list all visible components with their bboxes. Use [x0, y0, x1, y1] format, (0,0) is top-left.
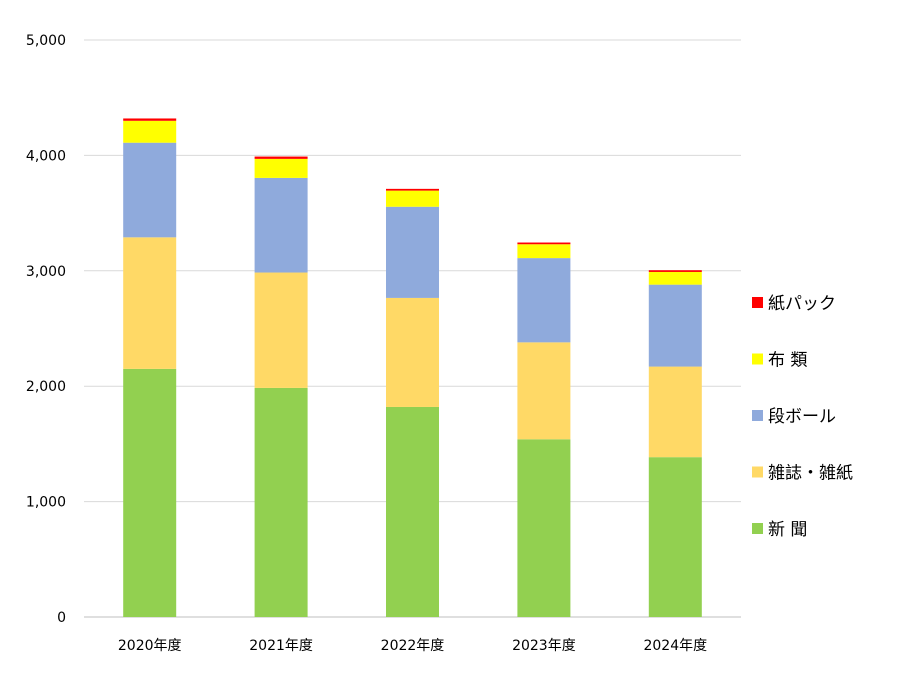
bar-segment-1-2: [254, 177, 308, 273]
bar-segment-4-4: [648, 270, 702, 272]
legend-swatch: [752, 523, 763, 534]
y-tick-label: 0: [57, 610, 66, 626]
bar-segment-3-1: [517, 342, 571, 440]
y-axis-ticks: 0 1,000 2,000 3,000 4,000 5,000: [26, 33, 66, 626]
legend-swatch: [752, 353, 763, 365]
x-axis-labels: 2020年度 2021年度 2022年度 2023年度 2024年度: [118, 638, 707, 654]
bar-segment-2-2: [386, 206, 439, 298]
bar-segment-3-0: [517, 439, 571, 617]
bar-segment-3-2: [517, 258, 571, 343]
bar-segment-4-3: [648, 271, 702, 285]
legend-label: 布 類: [768, 351, 807, 371]
bar-segment-2-4: [386, 188, 439, 191]
bar-segment-4-1: [648, 366, 702, 458]
bar-segment-4-2: [648, 284, 702, 367]
bar-segment-2-1: [386, 297, 439, 407]
bar-segment-0-2: [123, 142, 177, 238]
bar-segment-4-0: [648, 457, 702, 617]
y-tick-label: 3,000: [26, 264, 66, 280]
x-tick-label: 2024年度: [643, 638, 707, 654]
y-tick-label: 1,000: [26, 495, 66, 511]
x-tick-label: 2023年度: [512, 638, 576, 654]
bars: [123, 118, 702, 617]
bar-segment-2-0: [386, 406, 439, 617]
legend-label: 段ボール: [768, 407, 836, 427]
x-tick-label: 2020年度: [118, 638, 182, 654]
y-tick-label: 4,000: [26, 148, 66, 164]
legend-label: 紙パック: [768, 294, 836, 314]
bar-segment-1-0: [254, 387, 308, 617]
bar-segment-0-4: [123, 118, 177, 121]
x-tick-label: 2021年度: [249, 638, 313, 654]
legend-label: 雑誌・雑紙: [768, 464, 853, 484]
legend-swatch: [752, 466, 763, 478]
bar-segment-1-3: [254, 158, 308, 178]
bar-segment-3-4: [517, 242, 571, 245]
legend-swatch: [752, 410, 763, 421]
bar-segment-1-4: [254, 156, 308, 159]
bar-segment-0-1: [123, 237, 177, 369]
bar-segment-0-0: [123, 368, 177, 617]
bar-segment-0-3: [123, 120, 177, 143]
y-tick-label: 2,000: [26, 379, 66, 395]
legend-label: 新 聞: [768, 520, 807, 540]
bar-segment-3-3: [517, 244, 571, 259]
legend-swatch: [752, 297, 763, 308]
bar-segment-2-3: [386, 190, 439, 207]
x-tick-label: 2022年度: [381, 638, 445, 654]
bar-segment-1-1: [254, 272, 308, 388]
y-tick-label: 5,000: [26, 33, 66, 49]
